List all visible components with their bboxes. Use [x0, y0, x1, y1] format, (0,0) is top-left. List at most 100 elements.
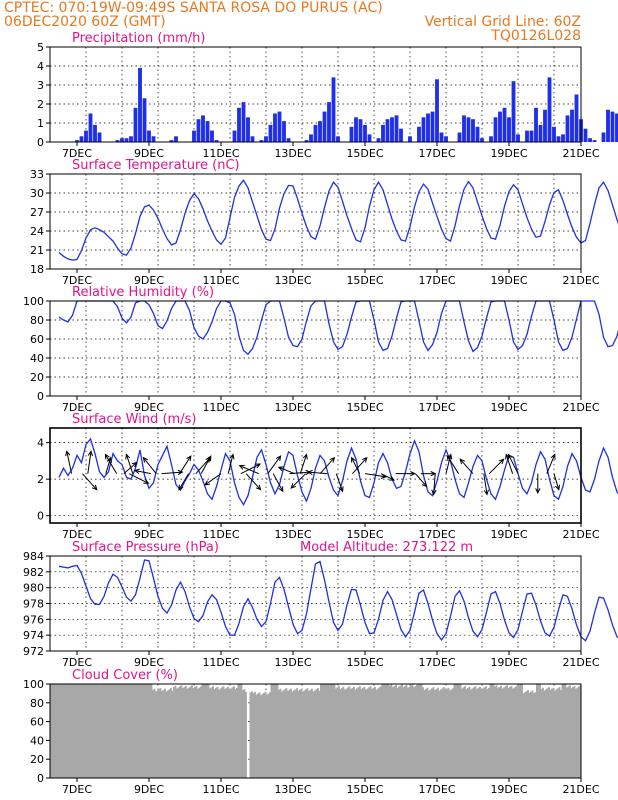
cloud-bar: [522, 693, 525, 778]
cloud-bar: [125, 684, 127, 778]
cloud-bar: [63, 684, 66, 778]
cloud-bar: [359, 686, 361, 778]
pres-ytick-label: 982: [23, 566, 44, 579]
rh-title: Relative Humidity (%): [72, 285, 214, 300]
cloud-bar: [360, 689, 363, 778]
cloud-xtick-label: 15DEC: [346, 783, 383, 796]
pres-xtick-label: 15DEC: [346, 656, 383, 669]
wind-panel: 0 2 4 7DEC 9DEC 11DEC 13DEC 15DEC 17DEC 19DEC 21DE…: [37, 412, 618, 541]
wind-arrow-head: [142, 456, 149, 463]
precip-bar: [250, 136, 255, 142]
pres-xtick-label: 21DEC: [562, 656, 599, 669]
cloud-bar: [53, 684, 55, 778]
pres-ytick-label: 984: [23, 550, 44, 563]
wind-arrow: [134, 469, 151, 475]
wind-arrow: [299, 454, 308, 474]
cloud-bar: [60, 684, 63, 778]
wind-arrow-head: [290, 483, 297, 489]
wind-arrow: [505, 454, 514, 474]
cloud-bar: [188, 687, 190, 778]
cloud-bar: [240, 684, 243, 778]
wind-arrow-head: [143, 479, 150, 484]
wind-arrow-head: [278, 486, 284, 493]
wind-arrow: [546, 454, 556, 474]
cloud-bar: [336, 687, 339, 778]
precip-bar: [588, 138, 592, 142]
rh-ytick-label: 100: [23, 295, 44, 308]
wind-arrow: [82, 473, 98, 491]
cloud-bar: [521, 684, 523, 778]
cloud-bar: [527, 690, 529, 778]
rh-xtick-label: 17DEC: [418, 401, 455, 414]
cloud-bar: [530, 691, 532, 778]
cloud-bar: [345, 688, 348, 778]
cloud-bar: [464, 686, 466, 778]
temp-xtick-label: 7DEC: [62, 274, 92, 287]
cloud-bar: [288, 689, 291, 778]
cloud-bar: [54, 684, 57, 778]
cloud-bar: [194, 687, 196, 778]
cloud-bar: [362, 687, 364, 778]
cloud-bar: [395, 684, 397, 778]
cloud-bar: [174, 685, 177, 778]
cloud-bar: [137, 684, 139, 778]
cloud-bar: [218, 689, 220, 778]
cloud-bar: [467, 687, 469, 778]
temp-xtick-label: 21DEC: [562, 274, 599, 287]
wind-arrow: [105, 457, 112, 474]
precip-bar: [498, 111, 502, 142]
precip-bar: [525, 130, 529, 142]
wind-arrow: [240, 463, 261, 475]
temp-xtick-label: 11DEC: [202, 274, 239, 287]
cloud-bar: [572, 687, 574, 778]
cloud-bar: [113, 684, 115, 778]
cloud-bar: [128, 684, 130, 778]
cloud-bar: [342, 686, 345, 778]
precip-bar: [615, 113, 618, 142]
rh-frame: [49, 300, 582, 397]
cloud-bar: [351, 687, 354, 778]
cloud-bar: [462, 687, 465, 778]
cloud-bar: [542, 687, 544, 778]
cloud-bar: [255, 694, 258, 778]
cloud-bar: [198, 687, 201, 778]
precip-bar: [385, 119, 390, 142]
wind-arrow-head: [507, 453, 513, 460]
cloud-bar: [468, 686, 471, 778]
cloud-bar: [333, 684, 336, 778]
cloud-bar: [426, 687, 429, 778]
precip-bar: [561, 134, 565, 142]
cloud-xtick-label: 17DEC: [418, 783, 455, 796]
cloud-bar: [257, 693, 259, 778]
wind-arrow: [290, 473, 306, 489]
precip-bar: [205, 121, 210, 142]
cloud-bar: [191, 685, 193, 778]
cloud-ytick-label: 0: [37, 772, 44, 785]
wind-arrow-head: [535, 488, 541, 495]
precip-bar: [583, 128, 588, 142]
wind-arrow: [483, 473, 488, 495]
precip-bar: [444, 136, 448, 142]
precip-bar: [232, 130, 237, 142]
precip-bar: [354, 117, 358, 142]
cloud-bar: [116, 684, 118, 778]
cloud-bar: [237, 684, 240, 778]
cloud-bar: [296, 688, 298, 778]
temp-line: [58, 179, 618, 261]
cloud-bar: [219, 688, 222, 778]
cloud-bar: [186, 688, 189, 778]
wind-arrow-head: [275, 455, 282, 462]
precip-xtick-label: 9DEC: [134, 147, 164, 160]
cloud-bar: [497, 688, 499, 778]
precip-bar: [439, 132, 444, 142]
cloud-bar: [429, 689, 432, 778]
cloud-bar: [528, 692, 531, 778]
cloud-bar: [68, 684, 70, 778]
temp-frame: [49, 173, 582, 270]
cloud-bar: [120, 684, 123, 778]
cloud-bar: [284, 689, 286, 778]
precip-bar: [475, 126, 480, 142]
cloud-bar: [129, 684, 132, 778]
cloud-bar: [177, 687, 180, 778]
precip-bar: [349, 126, 354, 142]
